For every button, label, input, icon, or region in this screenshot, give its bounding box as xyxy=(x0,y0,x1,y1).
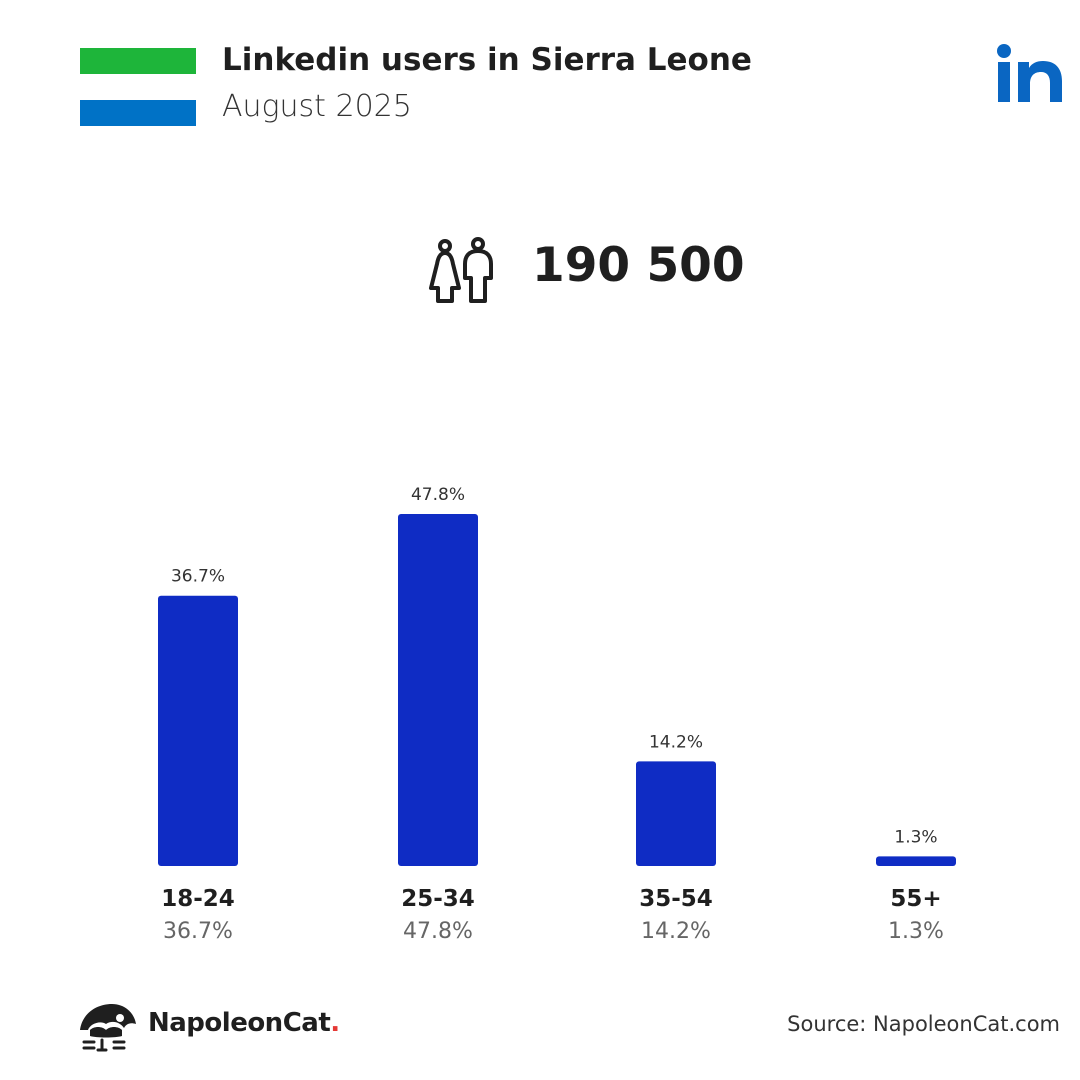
bar-55+ xyxy=(876,856,956,866)
bar-25-34 xyxy=(398,514,478,866)
source-text: Source: NapoleonCat.com xyxy=(787,1012,1060,1036)
category-label: 25-34 xyxy=(401,886,475,912)
bar-value-label: 1.3% xyxy=(894,827,937,847)
page-title: Linkedin users in Sierra Leone xyxy=(222,42,752,78)
people-icon xyxy=(429,237,493,303)
category-label: 18-24 xyxy=(161,886,235,912)
page-subtitle: August 2025 xyxy=(222,89,412,124)
category-percent: 36.7% xyxy=(163,919,233,944)
bar-value-label: 36.7% xyxy=(171,567,225,587)
category-label: 35-54 xyxy=(639,886,713,912)
category-label: 55+ xyxy=(890,886,941,912)
brand-name: NapoleonCat. xyxy=(148,1008,340,1038)
brand-text: NapoleonCat xyxy=(148,1008,331,1038)
flag-stripe-green xyxy=(80,48,196,74)
category-percent: 47.8% xyxy=(403,919,473,944)
bar-value-label: 14.2% xyxy=(649,732,703,752)
country-flag xyxy=(80,48,196,126)
brand-dot: . xyxy=(330,1008,340,1038)
bar-35-54 xyxy=(636,761,716,866)
linkedin-icon xyxy=(997,44,1062,102)
category-percent: 14.2% xyxy=(641,919,711,944)
flag-stripe-white xyxy=(80,74,196,100)
total-users: 190 500 xyxy=(532,238,745,293)
bar-18-24 xyxy=(158,595,238,866)
flag-stripe-blue xyxy=(80,100,196,126)
napoleoncat-logo-icon xyxy=(80,1004,136,1052)
category-percent: 1.3% xyxy=(888,919,944,944)
bar-value-label: 47.8% xyxy=(411,485,465,505)
